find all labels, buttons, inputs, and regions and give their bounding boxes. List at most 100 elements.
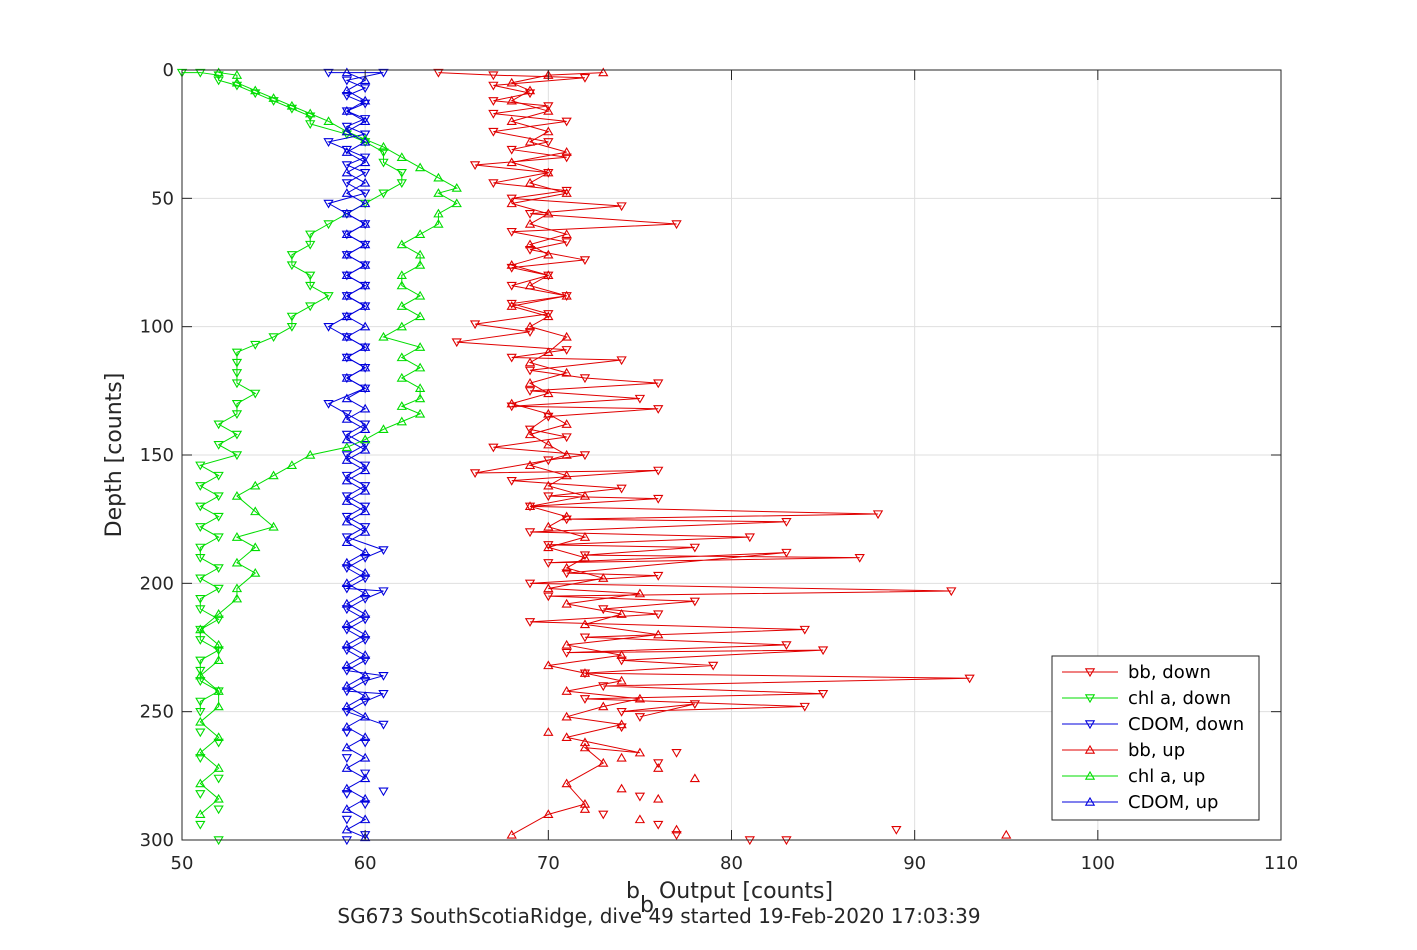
legend-item: CDOM, up [1062,792,1218,813]
data-point [598,605,609,615]
data-point [286,261,298,271]
data-point [213,732,224,742]
data-point [799,625,810,635]
series-0 [433,68,975,722]
data-point [543,388,554,398]
data-point [543,347,554,357]
data-point [799,702,810,712]
data-point [360,773,371,783]
data-point [195,809,206,819]
data-point [506,157,517,167]
data-point [213,655,224,665]
data-point [543,208,554,218]
legend-item: chl a, up [1062,766,1205,787]
data-point [213,805,224,815]
data-point [341,824,353,834]
data-point [195,754,206,763]
data-point [616,484,627,494]
data-point [360,793,371,803]
data-point [561,598,572,608]
data-point [653,763,664,772]
data-point [341,754,353,763]
data-point [561,511,572,521]
legend-label: bb, down [1128,662,1211,683]
data-point [360,677,371,686]
data-point [250,506,261,516]
data-point [305,449,316,459]
data-point [488,127,499,137]
data-point [561,290,572,300]
data-point [598,701,609,711]
data-point [213,609,224,618]
data-point [360,115,371,124]
data-point [341,249,353,259]
data-point [506,194,517,204]
data-point [378,141,389,151]
data-point [781,518,792,527]
data-point [561,648,572,658]
data-point [341,496,353,505]
data-point [543,249,554,259]
x-tick-label: 110 [1264,853,1298,874]
data-point [341,311,353,321]
data-point [433,68,444,78]
data-point [341,179,353,189]
data-point [543,408,554,418]
data-point [360,136,371,146]
data-point [360,567,371,577]
data-point [360,342,371,351]
data-point [506,299,517,309]
data-point [360,189,371,199]
data-point [213,533,224,543]
data-point [396,280,407,290]
data-point [341,763,353,772]
data-point [360,157,371,167]
legend: bb, down chl a, down CDOM, down bb, up chl a… [1051,655,1260,821]
data-point [964,674,975,684]
data-point [634,814,646,824]
data-point [506,281,517,291]
data-point [360,523,371,532]
data-point [286,312,298,322]
data-point [341,393,353,403]
data-point [817,689,829,699]
data-point [341,578,353,588]
data-point [360,441,371,450]
data-point [524,579,536,589]
data-point [634,588,646,598]
data-point [543,126,554,136]
y-tick-label: 0 [163,60,174,81]
legend-label: chl a, up [1128,766,1205,787]
data-point [213,774,224,784]
data-point [341,783,353,793]
data-point [616,656,627,666]
data-point [195,605,206,615]
y-axis-label: Depth [counts] [102,373,127,538]
series-4 [195,67,462,819]
data-point [616,609,627,618]
data-point [616,650,627,659]
data-point [213,738,224,748]
data-point [360,738,371,748]
x-axis-label-subscript: b [640,893,654,918]
legend-marker [1084,770,1096,780]
data-point [598,573,609,582]
data-point [378,587,389,597]
data-point [634,693,646,703]
data-point [561,562,572,572]
legend-marker [1084,694,1096,704]
data-point [341,680,353,690]
series-3 [506,67,664,839]
data-point [488,97,499,106]
data-point [341,229,353,238]
data-point [231,557,243,567]
data-point [433,208,444,218]
data-point [817,646,829,656]
data-point [671,831,682,840]
data-point [543,167,554,177]
data-point [543,102,554,112]
data-point [323,68,334,78]
data-point [195,747,206,757]
data-point [561,346,572,355]
data-point [378,787,389,797]
